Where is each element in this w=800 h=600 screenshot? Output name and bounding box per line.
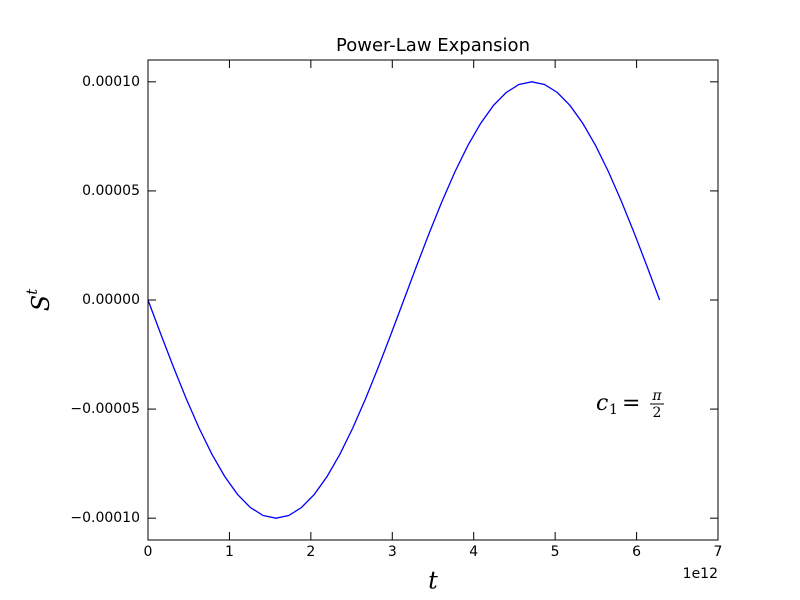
x-tick-label: 2 (306, 544, 315, 560)
annotation-sub: 1 (609, 402, 618, 418)
y-label-sup: t (23, 288, 41, 295)
y-label-base: S (27, 295, 55, 311)
annotation-lhs: c (596, 391, 608, 416)
x-tick-label: 6 (632, 544, 641, 560)
annotation-num: π (651, 388, 662, 404)
x-tick-label: 5 (551, 544, 560, 560)
annotation-eq: = (622, 391, 640, 416)
y-tick-label: 0.00000 (82, 292, 140, 308)
x-tick-label: 3 (388, 544, 397, 560)
annotation-den: 2 (653, 405, 662, 421)
x-tick-label: 4 (469, 544, 478, 560)
x-tick-label: 0 (144, 544, 153, 560)
x-tick-label: 7 (714, 544, 723, 560)
x-offset-label: 1e12 (683, 566, 718, 582)
chart-title: Power-Law Expansion (336, 35, 530, 56)
x-tick-label: 1 (225, 544, 234, 560)
line-series (147, 81, 661, 519)
y-tick-label: 0.00010 (82, 74, 140, 90)
x-axis-label: t (428, 567, 438, 595)
y-axis-label: St (23, 288, 55, 311)
plot-frame (147, 59, 719, 541)
y-tick-label: −0.00005 (70, 401, 140, 417)
annotation: c 1 = π 2 (596, 388, 664, 421)
y-tick-label: −0.00010 (70, 510, 140, 526)
y-tick-label: 0.00005 (82, 183, 140, 199)
